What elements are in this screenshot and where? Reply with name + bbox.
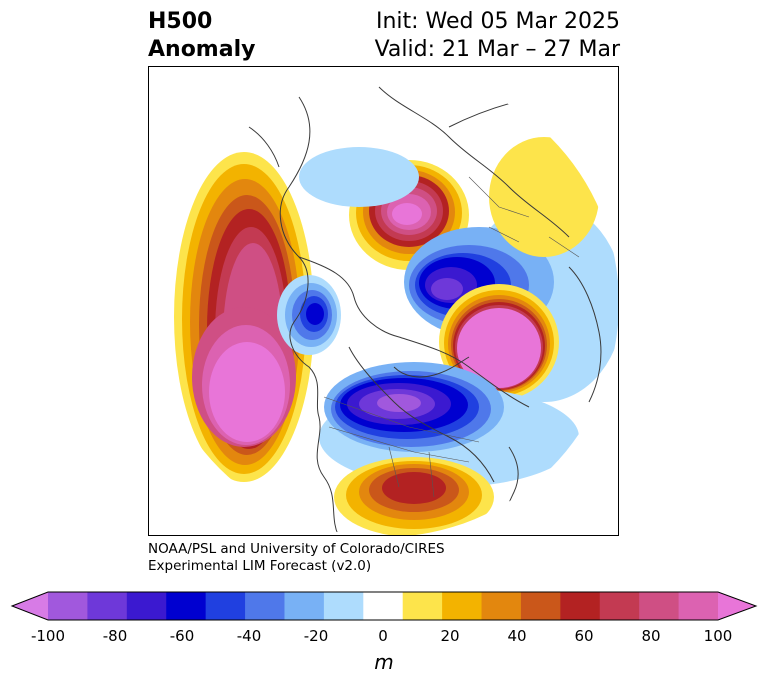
colorbar-segment: [323, 592, 364, 620]
colorbar-segment: [245, 592, 285, 620]
colorbar-segment: [560, 592, 601, 620]
anomaly-gulf-alaska-negative: [277, 275, 341, 355]
colorbar-tick-label: 60: [574, 627, 594, 645]
anomaly-northern-europe-weak-positive: [489, 137, 599, 257]
colorbar-tick-label: 20: [440, 627, 460, 645]
anomaly-scandinavia-positive: [439, 284, 559, 400]
colorbar-segment: [639, 592, 680, 620]
anomaly-se-us-positive: [334, 457, 494, 535]
colorbar-segment: [205, 592, 246, 620]
init-date: Init: Wed 05 Mar 2025: [375, 9, 620, 34]
credit-line-2: Experimental LIM Forecast (v2.0): [148, 558, 372, 574]
title-right: Init: Wed 05 Mar 2025 Valid: 21 Mar – 27…: [375, 8, 620, 64]
anomaly-arctic-weak-negative: [299, 147, 419, 207]
colorbar-segment: [402, 592, 443, 620]
colorbar-tick-label: 0: [378, 627, 388, 645]
colorbar-segment: [166, 592, 207, 620]
colorbar-extend-high: [718, 592, 756, 620]
colorbar-tick-label: 40: [507, 627, 527, 645]
colorbar-segment: [520, 592, 561, 620]
title-field: H500: [148, 9, 213, 34]
borders: [323, 176, 580, 498]
valid-range: Valid: 21 Mar – 27 Mar: [374, 37, 620, 62]
colorbar-tick-label: -60: [169, 627, 195, 645]
colorbar-segment: [678, 592, 719, 620]
colorbar-segment: [48, 592, 88, 620]
contour-layer: [174, 86, 618, 535]
colorbar-tick-label: -80: [102, 627, 128, 645]
colorbar-tick-label: 100: [703, 627, 733, 645]
colorbar-segment: [481, 592, 522, 620]
colorbar-outline: [10, 591, 758, 621]
colorbar-tick-label: -100: [30, 627, 66, 645]
credit-line-1: NOAA/PSL and University of Colorado/CIRE…: [148, 541, 445, 557]
colorbar-segment: [442, 592, 483, 620]
colorbar: [10, 591, 758, 621]
title-left: H500 Anomaly: [148, 8, 255, 64]
map-canvas: [174, 86, 618, 535]
colorbar-tick-label: -40: [236, 627, 262, 645]
title-type: Anomaly: [148, 37, 256, 62]
colorbar-extend-low: [12, 592, 48, 620]
anomaly-north-pacific-positive: [174, 152, 314, 482]
colorbar-segment: [126, 592, 167, 620]
colorbar-segment: [363, 592, 404, 620]
anomaly-map: [148, 66, 619, 536]
colorbar-unit: m: [374, 650, 394, 674]
colorbar-segment: [599, 592, 640, 620]
colorbar-tick-label: 80: [641, 627, 661, 645]
credit: NOAA/PSL and University of Colorado/CIRE…: [148, 541, 445, 575]
colorbar-segment: [87, 592, 128, 620]
colorbar-segment: [284, 592, 325, 620]
colorbar-tick-label: -20: [303, 627, 329, 645]
